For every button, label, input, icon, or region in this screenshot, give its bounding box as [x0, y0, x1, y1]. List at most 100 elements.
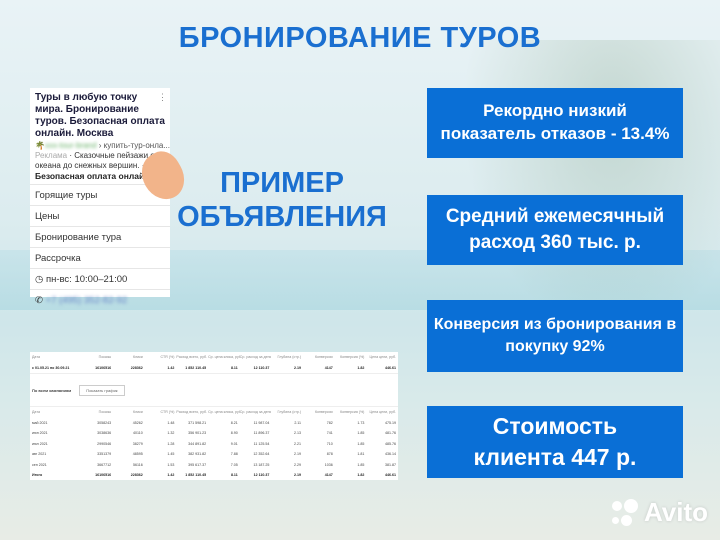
table-cell: 8.11 — [230, 473, 238, 478]
table-cell: 2990546 — [97, 441, 112, 446]
page-title: БРОНИРОВАНИЕ ТУРОВ — [178, 22, 542, 54]
table-cell: июн 2021 — [32, 431, 48, 436]
table-cell: 12 110.37 — [253, 365, 270, 370]
table-cell: 1 852 110.45 — [185, 473, 207, 478]
stat-box-client-cost: Стоимость клиента 447 р. — [427, 406, 683, 478]
table-cell: CTR (%) — [160, 410, 175, 415]
phone-icon: ✆ — [35, 295, 43, 306]
table-cell: 1.73 — [357, 420, 365, 425]
table-header: Дата Показы Клики CTR (%) Расход всего, руб.… — [30, 407, 398, 418]
ad-url[interactable]: 🌴xxx-tour-brand › купить-тур-онла... — [35, 141, 170, 150]
table-cell: 9.01 — [230, 441, 238, 446]
table-cell: 381.87 — [385, 462, 397, 467]
table-cell: 16106516 — [95, 473, 112, 478]
ad-headline[interactable]: Туры в любую точку мира. Бронирование ту… — [35, 92, 165, 139]
table-cell: 2.19 — [294, 365, 302, 370]
table-cell: 7.05 — [230, 462, 238, 467]
all-campaigns-label: По всем кампаниям — [32, 387, 72, 393]
table-cell: Расход всего, руб. — [176, 355, 208, 360]
table-cell: 12 352.64 — [253, 452, 270, 457]
sitelink-prices[interactable]: Цены — [30, 205, 170, 226]
table-cell: июл 2021 — [32, 441, 48, 446]
stat-box-conversion: Конверсия из бронирования в покупку 92% — [427, 300, 683, 372]
campaigns-bar: По всем кампаниям Показать график — [30, 373, 398, 407]
table-cell: Показы — [98, 410, 112, 415]
table-cell: 8.11 — [230, 365, 238, 370]
table-cell: 1.81 — [357, 452, 365, 457]
table-cell: 395 617.37 — [188, 462, 207, 467]
table-cell: 446.61 — [385, 365, 397, 370]
table-cell: 371 598.21 — [188, 420, 207, 425]
table-cell: 1.85 — [357, 431, 365, 436]
table-cell: с 01.05.21 по 30.09.21 — [32, 365, 70, 370]
table-cell: 228362 — [130, 473, 143, 478]
table-cell: 4147 — [324, 365, 333, 370]
table-cell: 7.88 — [230, 452, 238, 457]
table-cell: 382 931.82 — [188, 452, 207, 457]
section-subtitle: ПРИМЕР ОБЪЯВЛЕНИЯ — [177, 167, 387, 233]
table-header: Дата Показы Клики CTR (%) Расход всего, руб.… — [30, 352, 398, 363]
table-cell: 1.32 — [167, 431, 175, 436]
table-row: май 2021 3058243 45262 1.48 371 598.21 8.21 11… — [30, 418, 398, 429]
table-cell: Итого — [32, 473, 43, 478]
table-cell: 56116 — [133, 462, 143, 467]
table-cell: 2.19 — [294, 452, 302, 457]
table-cell: 446.61 — [385, 473, 397, 478]
table-cell: 8.21 — [230, 420, 238, 425]
table-cell: 2.21 — [294, 441, 302, 446]
table-row: сен 2021 3667712 56116 1.53 395 617.37 7.05 13… — [30, 460, 398, 471]
ad-bold-line: Безопасная оплата онлайн — [35, 171, 150, 181]
table-cell: 8.90 — [230, 431, 238, 436]
table-cell: Конверсия (%) — [340, 355, 365, 360]
more-icon[interactable]: ⋮ — [158, 92, 167, 102]
table-cell: 356 901.23 — [188, 431, 207, 436]
table-cell: 3038636 — [97, 431, 112, 436]
table-cell: 1.53 — [167, 462, 175, 467]
show-chart-button[interactable]: Показать график — [79, 384, 125, 396]
ad-hours: ◷ пн-вс: 10:00–21:00 — [30, 268, 170, 289]
table-cell: 344 891.82 — [188, 441, 207, 446]
table-cell: 38279 — [132, 441, 143, 446]
sitelink-hot-tours[interactable]: Горящие туры — [30, 184, 170, 205]
table-cell: 1.48 — [167, 420, 175, 425]
table-cell: 11 896.37 — [253, 431, 270, 436]
table-cell: Показы — [98, 355, 112, 360]
table-cell: 1.85 — [357, 441, 365, 446]
table-cell: 1.82 — [357, 365, 365, 370]
table-cell: 3351379 — [97, 452, 112, 457]
ad-phone[interactable]: ✆ +7 (495) 352-82-92 — [30, 289, 170, 310]
table-cell: 2.29 — [294, 462, 302, 467]
table-cell: 13 187.25 — [253, 462, 270, 467]
table-cell: 3058243 — [97, 420, 112, 425]
table-summary-row: с 01.05.21 по 30.09.21 16106516 228362 1.42… — [30, 363, 398, 374]
avito-logo-icon — [611, 498, 641, 527]
table-cell: 1.28 — [167, 441, 175, 446]
sitelink-booking[interactable]: Бронирование тура — [30, 226, 170, 247]
table-cell: Ср. расход за день, руб. — [239, 355, 272, 360]
table-cell: 16106516 — [95, 365, 112, 370]
table-cell: 485.76 — [385, 441, 397, 446]
table-cell: 436.14 — [385, 452, 397, 457]
table-cell: Конверсии — [314, 355, 333, 360]
table-cell: 45262 — [132, 420, 143, 425]
sitelink-installment[interactable]: Рассрочка — [30, 247, 170, 268]
stats-table: Дата Показы Клики CTR (%) Расход всего, руб.… — [30, 352, 398, 480]
table-cell: Клики — [132, 355, 143, 360]
favicon-icon: 🌴 — [35, 141, 45, 150]
table-cell: 481.76 — [385, 431, 397, 436]
table-cell: 228362 — [130, 365, 143, 370]
stat-box-bounce: Рекордно низкий показатель отказов - 13.… — [427, 88, 683, 158]
table-cell: 878 — [326, 452, 333, 457]
table-cell: 1 852 110.45 — [185, 365, 207, 370]
table-cell: Конверсии — [314, 410, 333, 415]
table-cell: сен 2021 — [32, 462, 47, 467]
table-cell: Цена цели, руб. — [369, 410, 397, 415]
ad-description: Реклама · Сказочные пейзажи от океана до… — [35, 151, 159, 170]
avito-watermark: Avito — [611, 497, 708, 528]
table-cell: 40110 — [133, 431, 143, 436]
table-cell: Дата — [32, 355, 40, 360]
table-cell: Ср. расход за день, руб. — [239, 410, 272, 415]
table-row: июн 2021 3038636 40110 1.32 356 901.23 8.90 11… — [30, 428, 398, 439]
table-cell: авг 2021 — [32, 452, 47, 457]
table-row: июл 2021 2990546 38279 1.28 344 891.82 9.01 11… — [30, 439, 398, 450]
